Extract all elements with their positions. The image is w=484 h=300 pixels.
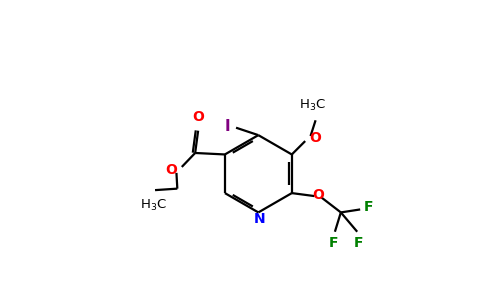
- Text: H$_3$C: H$_3$C: [140, 198, 167, 213]
- Text: O: O: [310, 131, 321, 145]
- Text: H$_3$C: H$_3$C: [299, 98, 326, 113]
- Text: O: O: [166, 163, 177, 177]
- Text: F: F: [329, 236, 338, 250]
- Text: F: F: [364, 200, 373, 214]
- Text: F: F: [354, 236, 363, 250]
- Text: N: N: [254, 212, 266, 226]
- Text: O: O: [192, 110, 204, 124]
- Text: I: I: [225, 119, 231, 134]
- Text: O: O: [313, 188, 324, 202]
